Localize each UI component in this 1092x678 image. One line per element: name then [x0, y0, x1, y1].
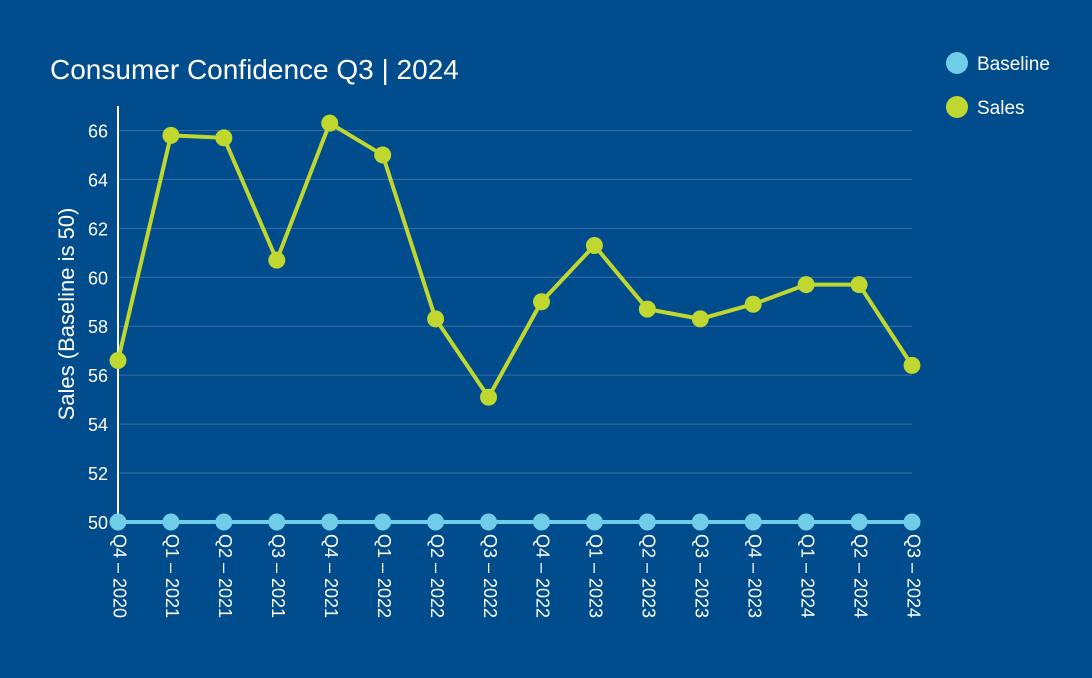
data-point-baseline — [268, 513, 286, 531]
x-tick-label: Q2 – 2024 — [850, 534, 870, 618]
y-tick-label: 60 — [88, 268, 108, 288]
x-tick-label: Q1 – 2024 — [797, 534, 817, 618]
y-tick-label: 66 — [88, 121, 108, 141]
data-point-sales — [321, 114, 339, 132]
x-tick-label: Q1 – 2022 — [374, 534, 394, 618]
x-tick-label: Q3 – 2022 — [480, 534, 500, 618]
data-point-sales — [374, 146, 392, 164]
x-tick-labels: Q4 – 2020 Q1 – 2021 Q2 – 2021 Q3 – 2021 Q4 –… — [109, 534, 923, 618]
data-point-baseline — [850, 513, 868, 531]
legend-marker — [946, 96, 968, 118]
x-tick-label: Q1 – 2021 — [162, 534, 182, 618]
legend-item-baseline: Baseline — [946, 52, 1050, 75]
data-point-sales — [268, 251, 286, 269]
series-line-sales — [116, 121, 914, 400]
x-tick-label: Q3 – 2023 — [692, 534, 712, 618]
data-point-sales — [850, 276, 868, 294]
y-axis-label: Sales (Baseline is 50) — [54, 208, 79, 421]
gridlines — [118, 129, 912, 474]
data-point-baseline — [744, 513, 762, 531]
data-point-sales — [691, 310, 709, 328]
data-point-sales — [215, 129, 233, 147]
series-sales — [109, 114, 921, 406]
x-tick-label: Q2 – 2021 — [215, 534, 235, 618]
data-point-baseline — [321, 513, 339, 531]
legend-label: Baseline — [977, 54, 1050, 75]
data-point-baseline — [638, 513, 656, 531]
x-tick-label: Q4 – 2021 — [321, 534, 341, 618]
data-point-baseline — [691, 513, 709, 531]
data-point-baseline — [797, 513, 815, 531]
legend: Baseline Sales — [946, 52, 1050, 119]
data-point-sales — [903, 356, 921, 374]
data-point-baseline — [532, 513, 550, 531]
x-tick-label: Q4 – 2020 — [109, 534, 129, 618]
data-point-baseline — [162, 513, 180, 531]
y-tick-labels: 50 52 54 56 58 60 62 64 66 — [88, 121, 108, 533]
x-tick-label: Q4 – 2023 — [744, 534, 764, 618]
y-tick-label: 54 — [88, 415, 108, 435]
legend-label: Sales — [977, 98, 1025, 119]
y-tick-label: 50 — [88, 513, 108, 533]
x-tick-label: Q4 – 2022 — [533, 534, 553, 618]
legend-marker — [946, 52, 968, 74]
data-point-sales — [162, 126, 180, 144]
data-point-sales — [427, 310, 445, 328]
y-tick-label: 52 — [88, 464, 108, 484]
y-tick-label: 58 — [88, 317, 108, 337]
data-point-sales — [638, 300, 656, 318]
y-tick-label: 56 — [88, 366, 108, 386]
x-tick-label: Q3 – 2024 — [903, 534, 923, 618]
data-point-baseline — [109, 513, 127, 531]
x-tick-label: Q2 – 2022 — [427, 534, 447, 618]
chart-title: Consumer Confidence Q3 | 2024 — [50, 54, 459, 85]
data-point-baseline — [374, 513, 392, 531]
data-point-baseline — [427, 513, 445, 531]
series — [109, 114, 921, 531]
x-tick-label: Q2 – 2023 — [639, 534, 659, 618]
data-point-baseline — [903, 513, 921, 531]
data-point-baseline — [585, 513, 603, 531]
y-tick-label: 62 — [88, 219, 108, 239]
data-point-sales — [585, 236, 603, 254]
x-tick-label: Q1 – 2023 — [586, 534, 606, 618]
data-point-sales — [480, 388, 498, 406]
data-point-sales — [109, 351, 127, 369]
y-tick-label: 64 — [88, 170, 108, 190]
x-tick-label: Q3 – 2021 — [268, 534, 288, 618]
data-point-sales — [744, 295, 762, 313]
data-point-sales — [532, 293, 550, 311]
data-point-sales — [797, 276, 815, 294]
data-point-baseline — [215, 513, 233, 531]
legend-item-sales: Sales — [946, 96, 1025, 119]
data-point-baseline — [480, 513, 498, 531]
series-baseline — [109, 513, 921, 531]
